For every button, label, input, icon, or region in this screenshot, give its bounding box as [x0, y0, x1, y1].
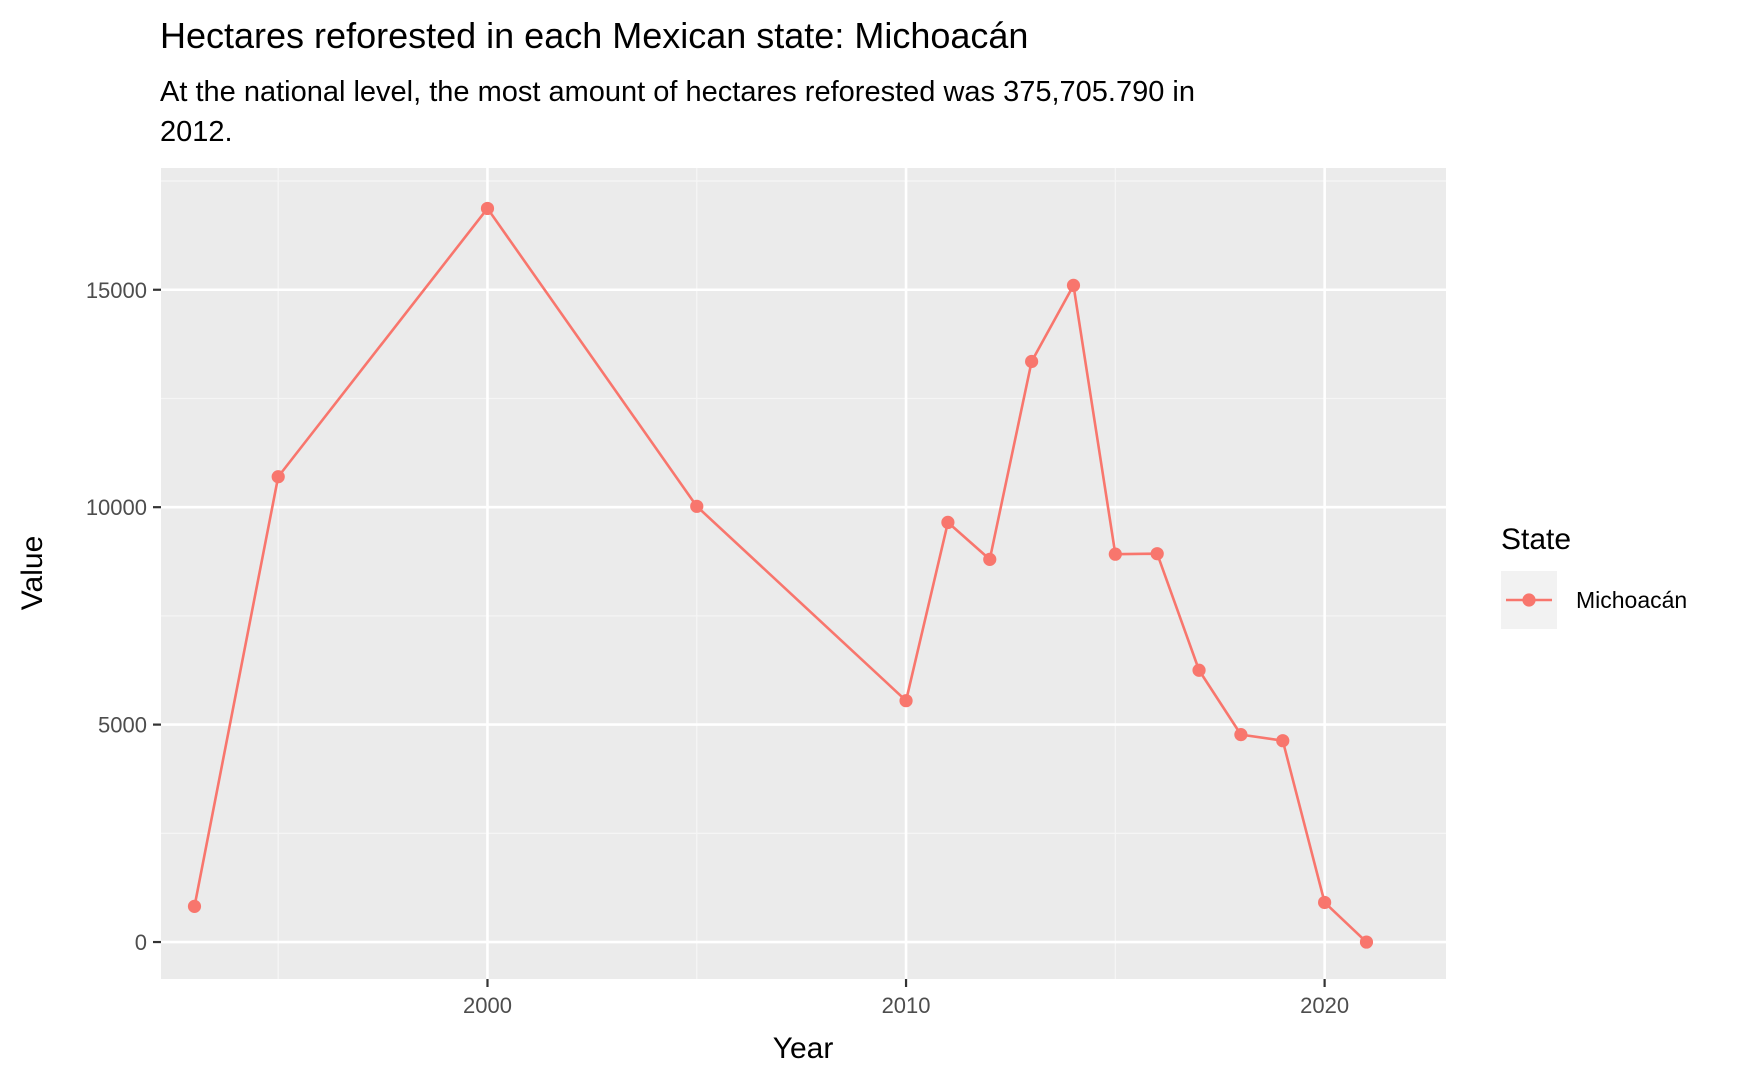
y-tick-label: 15000: [86, 278, 147, 303]
chart-subtitle-line-2: 2012.: [160, 116, 233, 148]
legend-key-point: [1522, 593, 1536, 607]
data-point: [899, 694, 913, 708]
y-tick-label: 10000: [86, 495, 147, 520]
plot-panel: [161, 168, 1446, 979]
axis-ticks: 2000 2010 2020 0 5000 10000 15000: [86, 278, 1349, 1018]
x-tick-label: 2000: [463, 993, 512, 1018]
data-point: [1108, 547, 1122, 561]
x-axis-title: Year: [773, 1032, 834, 1065]
y-tick-label: 0: [135, 930, 147, 955]
y-tick-label: 5000: [98, 713, 147, 738]
data-point: [1359, 935, 1374, 949]
legend: State Michoacán: [1501, 523, 1687, 629]
data-point: [480, 201, 495, 216]
series-layer: [187, 201, 1374, 949]
series-line-michoacan: [193, 207, 1368, 943]
data-point: [1318, 895, 1332, 910]
data-point: [690, 499, 704, 513]
data-point: [1150, 547, 1164, 561]
y-axis-title: Value: [16, 536, 49, 611]
data-point: [271, 470, 285, 484]
chart-title: Hectares reforested in each Mexican stat…: [160, 15, 1028, 56]
data-point: [1276, 734, 1290, 748]
data-point: [1066, 278, 1081, 293]
data-point: [983, 552, 997, 566]
chart-subtitle-line-1: At the national level, the most amount o…: [160, 76, 1195, 108]
data-point: [1025, 354, 1039, 369]
data-point: [187, 899, 202, 913]
legend-label-michoacan: Michoacán: [1576, 587, 1687, 613]
data-point: [1234, 728, 1248, 742]
data-point: [941, 515, 955, 530]
legend-title: State: [1501, 523, 1571, 556]
grid-lines: [161, 168, 1446, 979]
data-point: [1192, 663, 1206, 677]
x-tick-label: 2010: [882, 993, 931, 1018]
x-tick-label: 2020: [1300, 993, 1349, 1018]
